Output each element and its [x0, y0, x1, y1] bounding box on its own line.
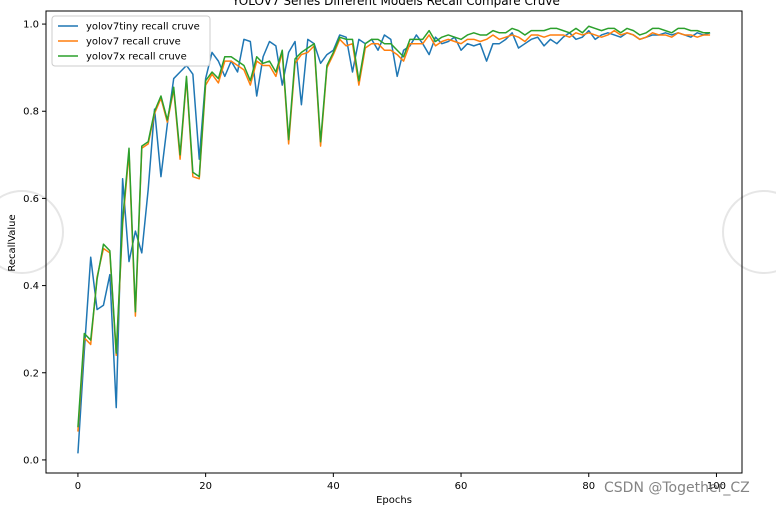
- watermark: CSDN @Together_CZ: [604, 480, 750, 496]
- y-tick-label: 0.8: [23, 107, 39, 118]
- series-layer: [77, 25, 711, 454]
- chart-title: YOLOV7 Series Different Models Recall Co…: [231, 0, 560, 8]
- series-line-3: [77, 25, 711, 428]
- x-tick-label: 100: [707, 481, 726, 492]
- legend: yolov7tiny recall cruve yolov7 recall cru…: [51, 15, 211, 67]
- y-tick-label: 0.6: [23, 194, 39, 205]
- y-tick-label: 0.2: [23, 368, 39, 379]
- x-tick-label: 40: [327, 481, 340, 492]
- legend-box: [51, 15, 211, 67]
- series-line-1: [77, 29, 711, 454]
- y-tick-label: 0.0: [23, 455, 39, 466]
- x-tick-label: 20: [199, 481, 212, 492]
- y-tick-label: 0.4: [23, 281, 39, 292]
- legend-label-3: yolov7x recall cruve: [86, 52, 187, 63]
- y-axis-label: RecallValue: [7, 214, 18, 271]
- y-axis: 0.0 0.2 0.4 0.6 0.8 1.0: [23, 20, 46, 466]
- plot-frame: [45, 10, 743, 474]
- x-tick-label: 80: [582, 481, 595, 492]
- x-axis: 0 20 40 60 80 100: [75, 473, 726, 492]
- legend-label-1: yolov7tiny recall cruve: [86, 22, 200, 33]
- x-tick-label: 0: [75, 481, 81, 492]
- x-axis-label: Epochs: [376, 495, 412, 506]
- legend-label-2: yolov7 recall cruve: [86, 37, 181, 48]
- y-tick-label: 1.0: [23, 20, 39, 31]
- x-tick-label: 60: [455, 481, 468, 492]
